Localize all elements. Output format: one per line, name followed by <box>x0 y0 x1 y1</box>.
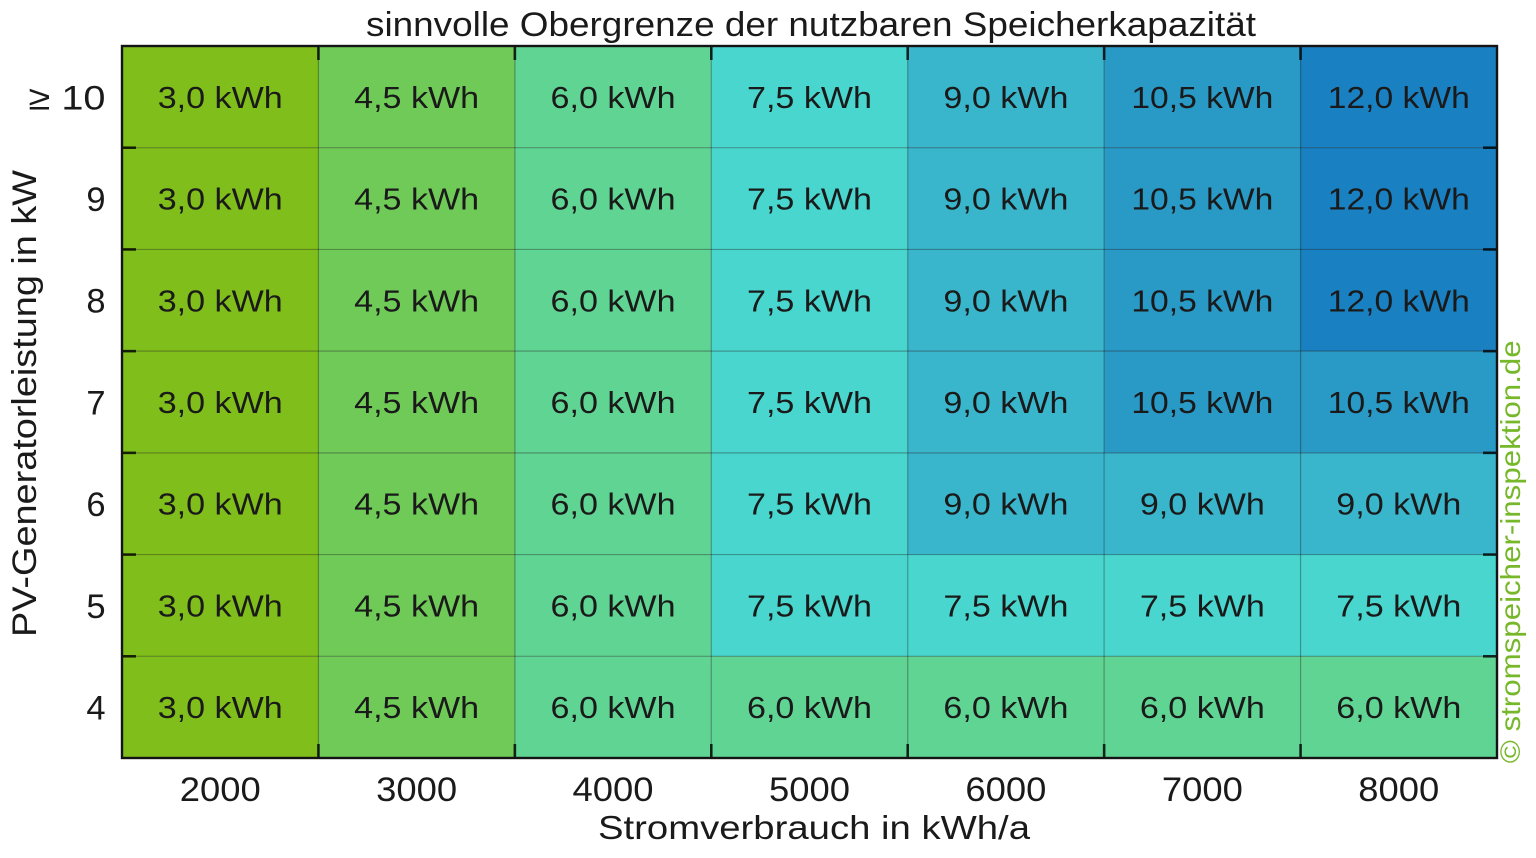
svg-text:3,0 kWh: 3,0 kWh <box>158 589 283 623</box>
svg-text:© stromspeicher-inspektion.de: © stromspeicher-inspektion.de <box>1495 340 1526 763</box>
svg-text:4,5 kWh: 4,5 kWh <box>354 183 479 217</box>
svg-text:4: 4 <box>86 690 105 728</box>
svg-text:3,0 kWh: 3,0 kWh <box>158 81 283 115</box>
svg-text:4,5 kWh: 4,5 kWh <box>354 81 479 115</box>
svg-text:3000: 3000 <box>376 771 457 809</box>
svg-text:7,5 kWh: 7,5 kWh <box>747 386 872 420</box>
svg-text:7,5 kWh: 7,5 kWh <box>747 488 872 522</box>
svg-text:9,0 kWh: 9,0 kWh <box>943 284 1068 318</box>
svg-text:9,0 kWh: 9,0 kWh <box>943 488 1068 522</box>
svg-text:6,0 kWh: 6,0 kWh <box>551 589 676 623</box>
svg-text:7,5 kWh: 7,5 kWh <box>747 81 872 115</box>
svg-text:6000: 6000 <box>965 771 1046 809</box>
svg-text:6,0 kWh: 6,0 kWh <box>551 386 676 420</box>
svg-text:10,5 kWh: 10,5 kWh <box>1131 284 1273 318</box>
svg-text:9: 9 <box>86 181 105 219</box>
svg-text:4,5 kWh: 4,5 kWh <box>354 691 479 725</box>
svg-text:4,5 kWh: 4,5 kWh <box>354 488 479 522</box>
svg-text:3,0 kWh: 3,0 kWh <box>158 488 283 522</box>
svg-text:4000: 4000 <box>573 771 654 809</box>
svg-text:9,0 kWh: 9,0 kWh <box>1336 488 1461 522</box>
svg-text:9,0 kWh: 9,0 kWh <box>943 386 1068 420</box>
svg-text:4,5 kWh: 4,5 kWh <box>354 284 479 318</box>
svg-text:2000: 2000 <box>180 771 261 809</box>
svg-text:7,5 kWh: 7,5 kWh <box>747 183 872 217</box>
svg-text:12,0 kWh: 12,0 kWh <box>1328 183 1470 217</box>
svg-text:3,0 kWh: 3,0 kWh <box>158 284 283 318</box>
svg-text:8: 8 <box>86 283 105 321</box>
svg-text:7,5 kWh: 7,5 kWh <box>1140 589 1265 623</box>
svg-text:7,5 kWh: 7,5 kWh <box>747 284 872 318</box>
svg-text:5000: 5000 <box>769 771 850 809</box>
svg-text:10,5 kWh: 10,5 kWh <box>1131 386 1273 420</box>
svg-text:8000: 8000 <box>1358 771 1439 809</box>
svg-text:7000: 7000 <box>1162 771 1243 809</box>
svg-text:PV-Generatorleistung in kW: PV-Generatorleistung in kW <box>6 170 44 637</box>
svg-text:9,0 kWh: 9,0 kWh <box>943 81 1068 115</box>
svg-text:6,0 kWh: 6,0 kWh <box>1336 691 1461 725</box>
svg-text:6,0 kWh: 6,0 kWh <box>551 488 676 522</box>
svg-text:6,0 kWh: 6,0 kWh <box>1140 691 1265 725</box>
svg-text:6,0 kWh: 6,0 kWh <box>551 284 676 318</box>
svg-text:Stromverbrauch in kWh/a: Stromverbrauch in kWh/a <box>598 810 1030 847</box>
svg-text:≥ 10: ≥ 10 <box>29 79 106 117</box>
svg-text:sinnvolle Obergrenze der nutzb: sinnvolle Obergrenze der nutzbaren Speic… <box>366 6 1257 44</box>
svg-text:9,0 kWh: 9,0 kWh <box>1140 488 1265 522</box>
svg-text:9,0 kWh: 9,0 kWh <box>943 183 1068 217</box>
svg-text:7,5 kWh: 7,5 kWh <box>747 589 872 623</box>
svg-text:7,5 kWh: 7,5 kWh <box>1336 589 1461 623</box>
svg-text:6,0 kWh: 6,0 kWh <box>943 691 1068 725</box>
svg-text:10,5 kWh: 10,5 kWh <box>1131 81 1273 115</box>
svg-text:6: 6 <box>86 486 105 524</box>
svg-text:7: 7 <box>86 384 105 422</box>
svg-text:6,0 kWh: 6,0 kWh <box>747 691 872 725</box>
svg-text:6,0 kWh: 6,0 kWh <box>551 81 676 115</box>
svg-text:12,0 kWh: 12,0 kWh <box>1328 284 1470 318</box>
svg-text:10,5 kWh: 10,5 kWh <box>1131 183 1273 217</box>
svg-text:3,0 kWh: 3,0 kWh <box>158 691 283 725</box>
svg-text:6,0 kWh: 6,0 kWh <box>551 691 676 725</box>
svg-text:6,0 kWh: 6,0 kWh <box>551 183 676 217</box>
svg-text:4,5 kWh: 4,5 kWh <box>354 589 479 623</box>
svg-text:10,5 kWh: 10,5 kWh <box>1328 386 1470 420</box>
svg-text:3,0 kWh: 3,0 kWh <box>158 386 283 420</box>
svg-text:7,5 kWh: 7,5 kWh <box>943 589 1068 623</box>
svg-text:5: 5 <box>86 588 105 626</box>
svg-text:4,5 kWh: 4,5 kWh <box>354 386 479 420</box>
svg-text:3,0 kWh: 3,0 kWh <box>158 183 283 217</box>
svg-text:12,0 kWh: 12,0 kWh <box>1328 81 1470 115</box>
